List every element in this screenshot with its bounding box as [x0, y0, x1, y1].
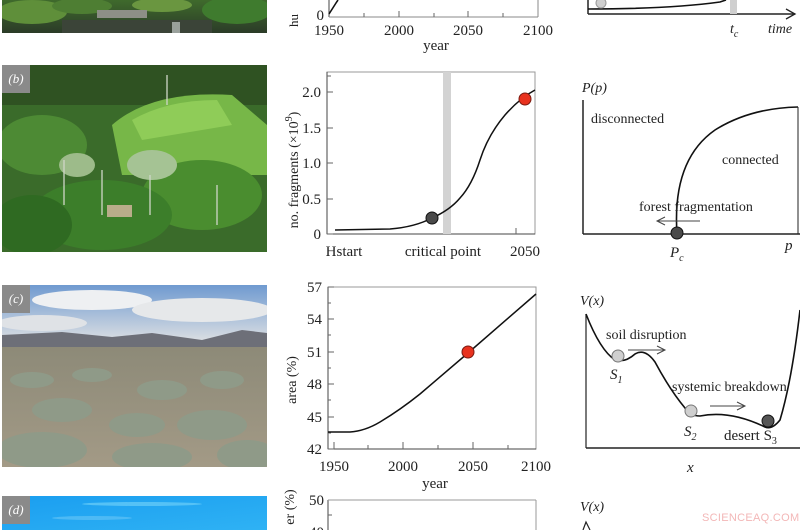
- critical-band: [443, 72, 451, 234]
- y-tick: 57: [307, 280, 323, 296]
- y-tick: 45: [307, 410, 322, 426]
- photo-d-ocean: (d): [2, 496, 267, 530]
- percolation-diagram: P(p) disconnected connected forest fragm…: [581, 81, 800, 264]
- x-tick-2050: 2050: [510, 244, 540, 260]
- ball-s1-icon: [611, 349, 625, 363]
- phase-boundary-curve: [675, 106, 799, 235]
- s1-label: S1: [610, 367, 623, 386]
- panel-tag-c: (c): [2, 285, 30, 313]
- panel-a-chart: hu 0 1950 2000 2050 2100 year: [286, 0, 560, 55]
- x-axis-label: x: [686, 460, 694, 476]
- systemic-breakdown-label: systemic breakdown: [672, 380, 787, 395]
- plot-area: [326, 71, 536, 235]
- arrow-head-icon: [785, 8, 797, 20]
- pc-label: Pc: [669, 245, 684, 264]
- x-tick-2050: 2050: [453, 23, 483, 39]
- desert-s3-label: desert S3: [724, 428, 777, 447]
- y-tick: 2.0: [302, 85, 321, 101]
- panel-d-chart: er (%) 50 40: [280, 485, 560, 530]
- y-tick: 42: [307, 442, 322, 458]
- panel-d-chart-partial: er (%) 50 40: [283, 489, 537, 530]
- data-line: [328, 0, 339, 15]
- photo-a-river-forest: [2, 0, 267, 33]
- x-tick-2100: 2100: [521, 459, 551, 475]
- fragments-curve: [334, 89, 536, 231]
- sagebrush-desert-photo: [2, 285, 267, 467]
- panel-d-diagram: V(x): [560, 485, 800, 530]
- y-axis-label: area (%): [285, 356, 300, 404]
- ball-icon: [595, 0, 607, 9]
- y-tick: 50: [309, 493, 324, 509]
- arrow-right-icon: [736, 401, 747, 411]
- disconnected-label: disconnected: [591, 112, 664, 127]
- arrow-right-icon: [656, 345, 667, 355]
- y-tick: 0: [314, 227, 322, 243]
- potential-landscape-diagram: V(x) soil disruption S1 systemic breakdo…: [580, 294, 800, 476]
- tc-label: tc: [730, 22, 739, 40]
- critical-point-marker: [425, 211, 439, 225]
- river-forest-photo: [2, 0, 267, 33]
- x-tick-1950: 1950: [319, 459, 349, 475]
- s2-label: S2: [684, 424, 697, 443]
- plot-area: [327, 286, 537, 450]
- y-tick: 0.5: [302, 192, 321, 208]
- area-chart: area (%) 42 45 48 51 54 57 1950 2000 205…: [285, 280, 551, 492]
- panel-c-chart: area (%) 42 45 48 51 54 57 1950 2000 205…: [280, 270, 560, 492]
- panel-c-diagram: V(x) soil disruption S1 systemic breakdo…: [560, 270, 800, 480]
- y-tick: 1.0: [302, 156, 321, 172]
- soil-disruption-label: soil disruption: [606, 328, 687, 343]
- rainforest-fragmentation-photo: [2, 65, 267, 252]
- photo-c-sagebrush: (c): [2, 285, 267, 467]
- y-axis-label: P(p): [581, 81, 607, 96]
- y-tick: 1.5: [302, 121, 321, 137]
- panel-d-diagram-partial: V(x): [580, 500, 604, 530]
- x-axis-label: year: [423, 38, 449, 54]
- panel-b-diagram: P(p) disconnected connected forest fragm…: [560, 60, 800, 270]
- year-2050-marker: [518, 92, 532, 106]
- y-tick: 0: [317, 8, 325, 24]
- y-tick: 51: [307, 345, 322, 361]
- panel-tag-d: (d): [2, 496, 30, 524]
- x-tick-critical-point: critical point: [405, 244, 482, 260]
- photo-b-rainforest: (b): [2, 65, 267, 252]
- panel-b-chart: no. fragments (×109) 0 0.5 1.0 1.5 2.0 H…: [280, 60, 560, 270]
- y-axis-label: V(x): [580, 500, 604, 515]
- x-tick-2000: 2000: [388, 459, 418, 475]
- y-axis-label: hu: [286, 14, 301, 28]
- y-axis-label: no. fragments (×109): [284, 111, 302, 228]
- y-tick: 40: [309, 525, 324, 530]
- y-axis-label: V(x): [580, 294, 604, 309]
- critical-band: [730, 0, 737, 14]
- fragments-chart: no. fragments (×109) 0 0.5 1.0 1.5 2.0 H…: [284, 71, 540, 260]
- x-tick-hstart: Hstart: [326, 244, 363, 260]
- y-axis-label: er (%): [283, 489, 298, 525]
- critical-point-marker: [670, 226, 684, 240]
- x-axis-label: year: [422, 476, 448, 492]
- panel-a-diagram: tc time: [580, 0, 800, 45]
- watermark: SCIENCEAQ.COM: [702, 512, 800, 524]
- y-tick: 48: [307, 377, 322, 393]
- arrow-up-icon: [582, 520, 591, 530]
- arrow-left-icon: [655, 216, 666, 226]
- panel-tag-b: (b): [2, 65, 30, 93]
- trajectory-curve: [587, 0, 727, 10]
- ocean-water-photo: [2, 496, 267, 530]
- connected-label: connected: [722, 153, 779, 168]
- fragmentation-label: forest fragmentation: [639, 200, 753, 215]
- y-tick: 54: [307, 312, 323, 328]
- ball-s3-icon: [761, 414, 775, 428]
- area-curve: [328, 293, 537, 433]
- x-axis-label: p: [784, 238, 793, 254]
- time-label: time: [768, 22, 792, 37]
- x-tick-2050: 2050: [458, 459, 488, 475]
- x-tick-2100: 2100: [523, 23, 553, 39]
- x-tick-2000: 2000: [384, 23, 414, 39]
- ball-s2-icon: [684, 404, 698, 418]
- x-tick-1950: 1950: [314, 23, 344, 39]
- year-2050-marker: [461, 345, 475, 359]
